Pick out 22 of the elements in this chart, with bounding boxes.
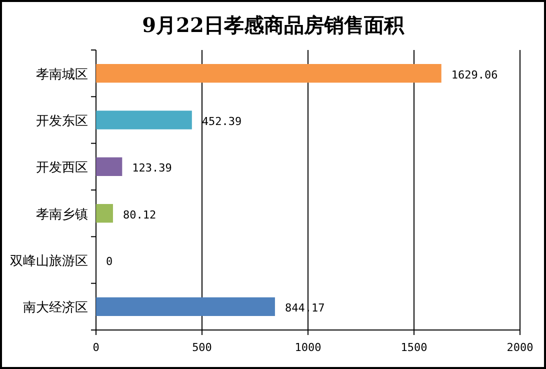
bar (96, 297, 275, 316)
chart-title: 9月22日孝感商品房销售面积 (142, 13, 405, 37)
y-tick-label: 南大经济区 (23, 300, 88, 315)
y-tick-label: 开发西区 (36, 160, 88, 175)
x-tick-label: 1500 (400, 341, 428, 354)
x-tick-label: 1000 (294, 341, 322, 354)
y-tick-label: 双峰山旅游区 (10, 253, 88, 268)
y-tick-label: 开发东区 (36, 113, 88, 128)
x-tick-label: 0 (92, 341, 100, 354)
data-label: 452.39 (202, 115, 242, 128)
y-tick-label: 孝南城区 (36, 66, 88, 82)
bar (96, 204, 113, 223)
data-label: 123.39 (132, 162, 172, 175)
bar (96, 157, 122, 176)
data-label: 1629.06 (451, 68, 498, 82)
bar (96, 110, 192, 130)
x-tick-label: 2000 (506, 341, 534, 354)
data-label: 0 (106, 255, 113, 268)
x-tick-label: 500 (192, 341, 212, 354)
y-tick-label: 孝南乡镇 (36, 206, 88, 222)
data-label: 80.12 (122, 208, 156, 222)
bar (96, 64, 442, 83)
